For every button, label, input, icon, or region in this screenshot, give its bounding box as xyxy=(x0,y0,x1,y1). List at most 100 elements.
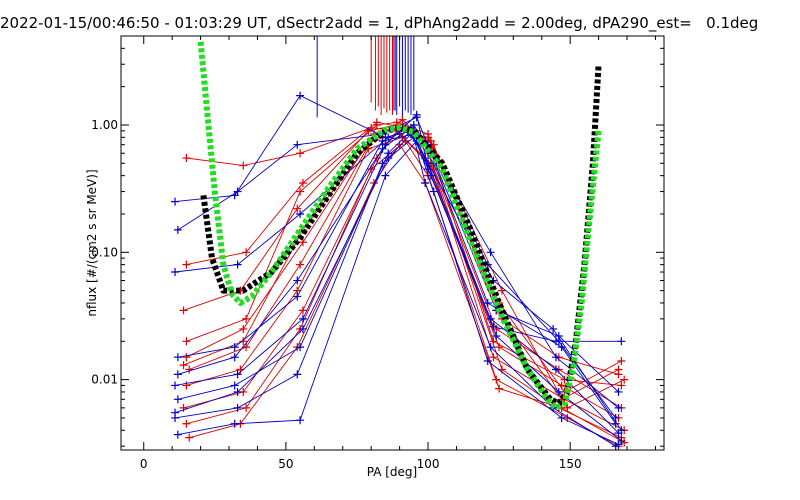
series-line-16 xyxy=(177,130,622,442)
series-line-11 xyxy=(174,95,619,409)
point-marker-9-0 xyxy=(179,361,188,370)
y-tick-label: 0.01 xyxy=(91,373,118,387)
x-axis-label: PA [deg] xyxy=(367,465,417,479)
point-marker-20-4 xyxy=(409,120,418,129)
x-tick-label: 0 xyxy=(140,457,148,471)
point-marker-14-2 xyxy=(293,292,302,301)
point-marker-18-3 xyxy=(381,171,390,180)
point-marker-15-7 xyxy=(551,365,560,374)
point-marker-1-0 xyxy=(182,260,191,269)
data-layer xyxy=(171,36,629,450)
point-marker-19-1 xyxy=(233,387,242,396)
fit-curve-green xyxy=(197,41,602,411)
point-marker-20-3 xyxy=(378,144,387,153)
point-marker-8-6 xyxy=(495,384,504,393)
point-marker-19-6 xyxy=(489,322,498,331)
point-marker-2-8 xyxy=(620,375,629,384)
point-marker-14-6 xyxy=(483,298,492,307)
point-marker-11-7 xyxy=(551,353,560,362)
point-marker-13-0 xyxy=(171,268,180,277)
point-marker-18-0 xyxy=(173,430,182,439)
point-marker-16-0 xyxy=(173,395,182,404)
point-marker-0-1 xyxy=(239,161,248,170)
point-marker-19-8 xyxy=(617,337,626,346)
point-marker-9-1 xyxy=(239,337,248,346)
point-marker-19-2 xyxy=(298,324,307,333)
point-marker-4-2 xyxy=(296,260,305,269)
y-tick-label: 1.00 xyxy=(91,118,118,132)
plot-frame xyxy=(120,35,665,451)
point-marker-20-2 xyxy=(293,276,302,285)
point-marker-17-5 xyxy=(421,179,430,188)
point-marker-15-4 xyxy=(412,110,421,119)
point-marker-16-1 xyxy=(230,381,239,390)
point-marker-13-2 xyxy=(296,209,305,218)
point-marker-10-0 xyxy=(182,337,191,346)
point-marker-10-1 xyxy=(242,314,251,323)
point-marker-20-1 xyxy=(230,353,239,362)
point-marker-15-2 xyxy=(298,314,307,323)
point-marker-5-6 xyxy=(489,353,498,362)
series-line-2 xyxy=(183,124,625,409)
series-line-0 xyxy=(186,127,622,393)
point-marker-12-1 xyxy=(233,187,242,196)
point-marker-2-3 xyxy=(364,126,373,135)
point-marker-18-7 xyxy=(557,413,566,422)
point-marker-14-8 xyxy=(611,419,620,428)
point-marker-9-8 xyxy=(617,381,626,390)
point-marker-16-2 xyxy=(296,343,305,352)
point-marker-0-0 xyxy=(182,154,191,163)
point-marker-11-0 xyxy=(171,197,180,206)
point-marker-20-7 xyxy=(554,332,563,341)
point-marker-20-0 xyxy=(173,370,182,379)
y-axis-label: nflux [#/(cm2 s sr MeV)] xyxy=(85,169,99,316)
point-marker-18-5 xyxy=(429,187,438,196)
point-marker-10-4 xyxy=(392,118,401,127)
point-marker-13-1 xyxy=(233,260,242,269)
point-marker-0-8 xyxy=(617,357,626,366)
point-marker-7-4 xyxy=(401,136,410,145)
point-marker-2-0 xyxy=(179,306,188,315)
point-marker-5-0 xyxy=(182,381,191,390)
point-marker-1-1 xyxy=(242,248,251,257)
point-marker-9-6 xyxy=(489,337,498,346)
point-marker-2-2 xyxy=(293,204,302,213)
x-tick-label: 150 xyxy=(559,457,582,471)
point-marker-16-7 xyxy=(554,387,563,396)
point-marker-3-1 xyxy=(239,324,248,333)
point-marker-15-0 xyxy=(171,381,180,390)
point-marker-7-1 xyxy=(242,403,251,412)
point-marker-7-0 xyxy=(182,419,191,428)
point-marker-14-1 xyxy=(230,343,239,352)
series-line-4 xyxy=(189,133,619,419)
point-marker-18-1 xyxy=(230,419,239,428)
y-tick-label: 0.10 xyxy=(91,245,118,259)
point-marker-19-3 xyxy=(384,154,393,163)
point-marker-19-7 xyxy=(551,337,560,346)
point-marker-9-4 xyxy=(398,115,407,124)
point-marker-20-8 xyxy=(614,387,623,396)
point-marker-12-2 xyxy=(293,140,302,149)
point-marker-10-5 xyxy=(424,129,433,138)
point-marker-11-6 xyxy=(486,248,495,257)
point-marker-15-1 xyxy=(233,370,242,379)
chart-title: 2022-01-15/00:46:50 - 01:03:29 UT, dSect… xyxy=(0,14,759,32)
axes-layer: 0 50 100 150 0.01 0.10 1.00 xyxy=(91,35,665,471)
point-marker-18-8 xyxy=(614,440,623,449)
point-marker-3-0 xyxy=(182,353,191,362)
point-marker-16-6 xyxy=(492,332,501,341)
point-marker-6-0 xyxy=(179,403,188,412)
point-marker-11-2 xyxy=(296,91,305,100)
point-marker-13-7 xyxy=(549,324,558,333)
point-marker-18-2 xyxy=(296,416,305,425)
point-marker-19-0 xyxy=(171,408,180,417)
point-marker-10-8 xyxy=(614,370,623,379)
x-tick-label: 50 xyxy=(278,457,293,471)
point-marker-4-7 xyxy=(557,381,566,390)
series-line-5 xyxy=(186,136,625,431)
point-marker-6-2 xyxy=(298,306,307,315)
point-marker-1-2 xyxy=(298,179,307,188)
point-marker-14-0 xyxy=(173,353,182,362)
point-marker-17-1 xyxy=(233,403,242,412)
